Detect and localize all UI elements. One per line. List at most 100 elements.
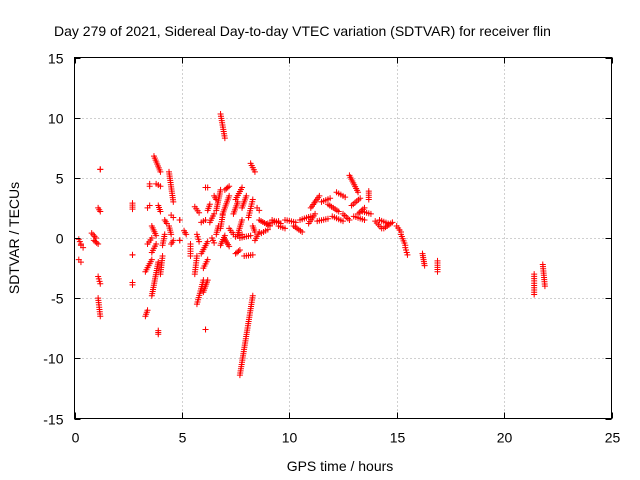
data-point — [367, 210, 374, 217]
data-point — [146, 183, 153, 190]
x-tick-label: 5 — [179, 430, 187, 446]
data-point — [282, 225, 289, 232]
data-point — [239, 216, 246, 223]
x-axis-label: GPS time / hours — [287, 458, 394, 474]
x-tick-label: 10 — [282, 430, 298, 446]
y-tick-label: 10 — [48, 111, 64, 127]
data-point — [251, 168, 258, 175]
data-point — [97, 166, 104, 173]
data-point — [176, 216, 183, 223]
data-point — [249, 292, 256, 299]
data-point — [148, 256, 155, 263]
data-point — [204, 238, 211, 245]
data-point — [157, 208, 164, 215]
data-point — [239, 184, 246, 191]
data-point — [256, 207, 263, 214]
data-point — [226, 243, 233, 250]
data-point — [146, 202, 153, 209]
data-point — [196, 238, 203, 245]
data-point — [129, 281, 136, 288]
data-point — [155, 331, 162, 338]
data-point — [221, 135, 228, 142]
data-point — [342, 194, 349, 201]
data-point — [93, 239, 100, 246]
data-point — [226, 183, 233, 190]
data-point — [299, 228, 306, 235]
data-point — [157, 168, 164, 175]
x-tick-label: 20 — [497, 430, 513, 446]
data-point — [187, 253, 194, 260]
data-point — [77, 259, 84, 266]
data-point — [531, 291, 538, 298]
data-point — [157, 183, 164, 190]
data-point — [211, 210, 218, 217]
grid-layer — [74, 57, 612, 419]
data-point — [324, 215, 331, 222]
data-point — [206, 201, 213, 208]
data-point — [226, 192, 233, 199]
data-point — [204, 256, 211, 263]
data-point — [176, 237, 183, 244]
y-tick-label: 15 — [48, 51, 64, 67]
data-point — [235, 248, 242, 255]
data-point — [236, 247, 243, 254]
data-point — [155, 259, 162, 266]
data-point — [355, 189, 362, 196]
data-point — [95, 241, 102, 248]
data-point — [129, 251, 136, 258]
data-point — [365, 196, 372, 203]
data-point — [346, 216, 353, 223]
data-point — [80, 244, 87, 251]
data-point — [312, 210, 319, 217]
data-point — [224, 184, 231, 191]
data-point — [168, 231, 175, 238]
data-point — [204, 184, 211, 191]
y-tick-label: 0 — [56, 231, 64, 247]
x-tick-label: 25 — [605, 430, 621, 446]
data-point — [170, 237, 177, 244]
y-tick-label: -5 — [51, 291, 64, 307]
data-point — [196, 209, 203, 216]
data-point — [361, 216, 368, 223]
data-point — [183, 231, 190, 238]
data-point — [541, 283, 548, 290]
data-point — [327, 195, 334, 202]
data-point — [148, 235, 155, 241]
data-point — [404, 251, 411, 258]
data-point — [97, 280, 104, 287]
x-tick-label: 15 — [390, 430, 406, 446]
data-point — [129, 206, 136, 213]
data-point — [202, 216, 209, 223]
data-point — [249, 251, 256, 258]
data-point — [357, 195, 364, 202]
data-point — [389, 219, 396, 226]
data-point — [434, 268, 441, 275]
data-point — [211, 239, 218, 246]
data-point — [161, 231, 168, 238]
data-points — [75, 111, 548, 379]
data-point — [204, 277, 211, 284]
y-tick-label: -15 — [43, 412, 63, 428]
data-point — [144, 307, 151, 314]
data-point — [249, 196, 256, 203]
y-tick-label: -10 — [43, 351, 63, 367]
data-point — [243, 192, 250, 199]
x-tick-label: 0 — [72, 430, 80, 446]
chart-title: Day 279 of 2021, Sidereal Day-to-day VTE… — [54, 23, 551, 39]
data-point — [421, 262, 428, 269]
data-point — [170, 198, 177, 205]
y-axis-label: SDTVAR / TECUs — [6, 182, 22, 294]
data-point — [247, 232, 254, 239]
data-point — [202, 326, 209, 333]
data-point — [170, 214, 177, 221]
data-point — [193, 253, 200, 260]
data-point — [340, 218, 346, 225]
data-point — [316, 192, 323, 199]
tick-labels: 0 5 10 15 20 25 -15 -10 -5 0 5 10 15 — [43, 51, 620, 446]
data-point — [264, 226, 271, 233]
y-tick-label: 5 — [56, 171, 64, 187]
data-point — [97, 208, 104, 215]
data-point — [153, 232, 160, 239]
